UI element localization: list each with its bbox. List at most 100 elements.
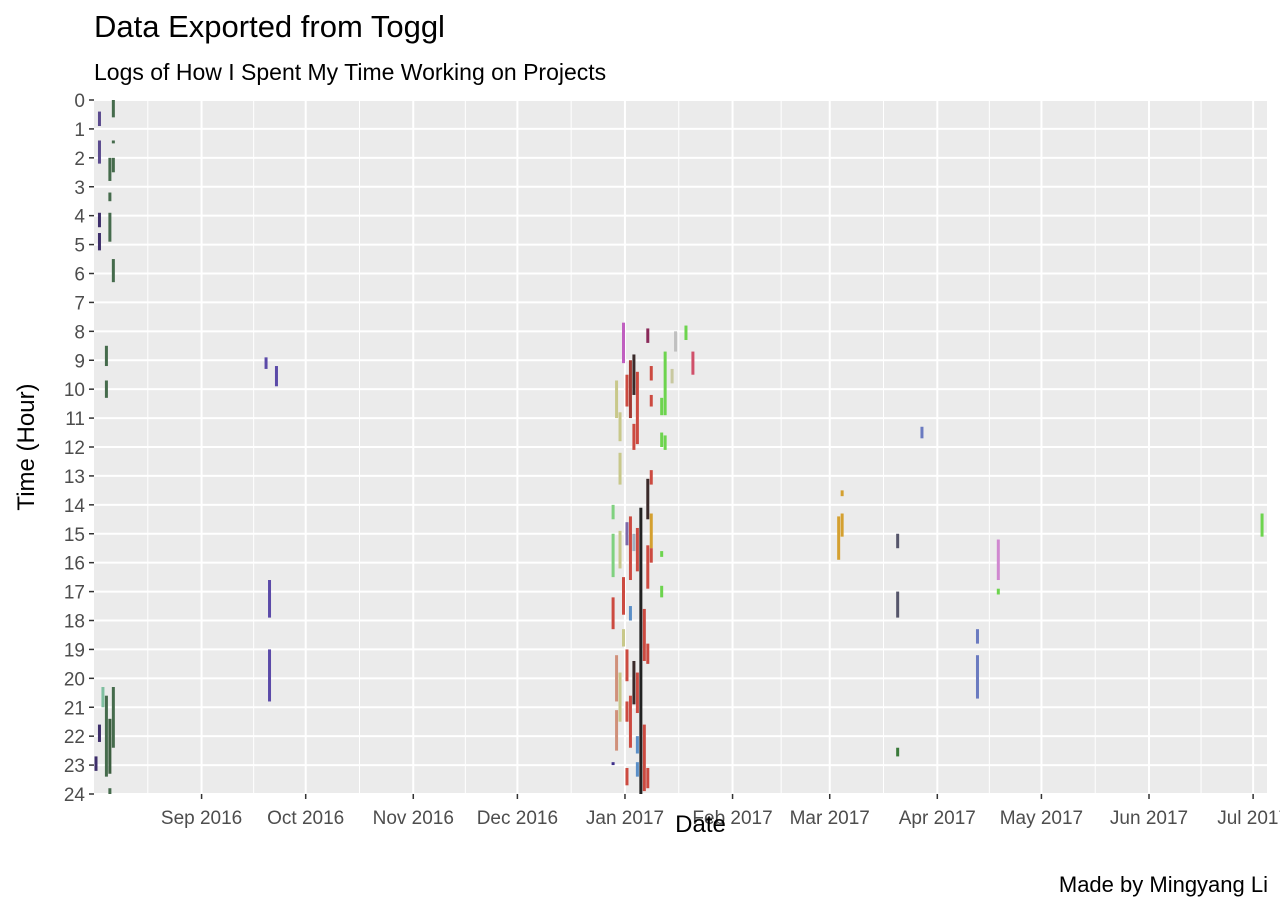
- time-segment: [646, 643, 650, 664]
- y-tick-label: 7: [74, 293, 85, 314]
- time-segment: [625, 649, 629, 682]
- time-segment: [663, 435, 667, 450]
- time-segment: [108, 157, 112, 181]
- time-segment: [975, 629, 979, 644]
- time-segment: [649, 394, 653, 407]
- time-segment: [639, 507, 643, 794]
- time-segment: [622, 322, 626, 364]
- time-segment: [108, 718, 112, 774]
- x-tick-label: Jul 2017: [1217, 808, 1280, 829]
- time-segment: [674, 331, 678, 352]
- time-segment: [97, 140, 101, 164]
- time-segment: [97, 233, 101, 251]
- time-segment: [837, 516, 841, 560]
- time-segment: [628, 606, 632, 621]
- time-segment: [896, 747, 900, 757]
- time-segment: [1260, 513, 1264, 537]
- time-segment: [97, 212, 101, 228]
- y-tick-label: 13: [64, 467, 85, 488]
- time-segment: [108, 788, 112, 794]
- gridlines: [94, 99, 1267, 795]
- time-segment: [635, 371, 639, 445]
- time-segment: [642, 608, 646, 661]
- y-tick-label: 0: [74, 91, 85, 112]
- time-segment: [615, 710, 619, 751]
- y-tick-label: 22: [64, 727, 85, 748]
- x-tick-label: Jun 2017: [1110, 808, 1188, 829]
- y-tick-label: 1: [74, 120, 85, 141]
- y-tick-label: 12: [64, 438, 85, 459]
- time-segment: [975, 655, 979, 699]
- time-segment: [111, 140, 115, 144]
- time-segment: [97, 724, 101, 742]
- time-segment: [618, 452, 622, 485]
- x-tick-label: Jan 2017: [586, 808, 664, 829]
- time-segment: [691, 351, 695, 375]
- x-axis: Sep 2016 Oct 2016 Nov 2016 Dec 2016 Jan 2017…: [161, 794, 1280, 829]
- y-tick-label: 24: [64, 785, 86, 806]
- x-tick-label: Dec 2016: [477, 808, 558, 829]
- y-axis-label: Time (Hour): [13, 383, 40, 510]
- time-segments: [94, 100, 1264, 794]
- time-segment: [632, 660, 636, 705]
- time-segment: [663, 351, 667, 416]
- time-segment: [274, 366, 278, 387]
- time-segment: [618, 672, 622, 722]
- time-segment: [649, 366, 653, 381]
- time-segment: [264, 357, 268, 369]
- time-segment: [840, 513, 844, 537]
- time-segment: [268, 649, 272, 702]
- time-segment: [104, 380, 108, 398]
- y-tick-label: 23: [64, 756, 85, 777]
- time-segment: [632, 354, 636, 395]
- time-segment: [625, 374, 629, 407]
- time-segment: [632, 533, 636, 552]
- time-segment: [97, 111, 101, 127]
- y-tick-label: 4: [74, 207, 85, 228]
- time-segment: [611, 762, 615, 766]
- x-tick-label: Nov 2016: [373, 808, 454, 829]
- chart-caption: Made by Mingyang Li: [1059, 872, 1268, 897]
- time-segment: [101, 687, 105, 708]
- time-segment: [268, 580, 272, 618]
- y-tick-label: 6: [74, 265, 85, 286]
- time-segment: [108, 192, 112, 202]
- time-segment: [646, 328, 650, 343]
- chart-subtitle: Logs of How I Spent My Time Working on P…: [94, 59, 606, 85]
- y-tick-label: 11: [65, 409, 85, 430]
- time-segment: [660, 397, 664, 416]
- time-segment: [840, 490, 844, 497]
- time-segment: [94, 756, 98, 771]
- time-segment: [635, 527, 639, 572]
- y-tick-label: 10: [64, 380, 85, 401]
- time-segment: [635, 762, 639, 777]
- time-segment: [646, 767, 650, 789]
- time-segment: [622, 629, 626, 647]
- time-segment: [611, 533, 615, 578]
- x-tick-label: Mar 2017: [790, 808, 870, 829]
- x-tick-label: Sep 2016: [161, 808, 242, 829]
- time-segment: [896, 591, 900, 618]
- time-segment: [111, 259, 115, 283]
- time-segment: [625, 767, 629, 786]
- time-segment: [111, 157, 115, 173]
- time-segment: [670, 368, 674, 384]
- chart-title: Data Exported from Toggl: [94, 9, 445, 44]
- time-segment: [996, 539, 1000, 581]
- x-tick-label: Feb 2017: [692, 808, 772, 829]
- time-segment: [615, 655, 619, 702]
- time-segment: [632, 423, 636, 450]
- y-tick-label: 5: [74, 236, 85, 257]
- time-segment: [635, 736, 639, 754]
- time-segment: [108, 212, 112, 242]
- time-segment: [660, 551, 664, 557]
- time-segment: [111, 687, 115, 748]
- y-tick-label: 8: [74, 322, 85, 343]
- time-segment: [628, 516, 632, 581]
- time-segment: [660, 432, 664, 447]
- time-segment: [996, 588, 1000, 595]
- y-tick-label: 19: [64, 640, 85, 661]
- time-segment: [628, 360, 632, 419]
- y-tick-label: 15: [64, 525, 85, 546]
